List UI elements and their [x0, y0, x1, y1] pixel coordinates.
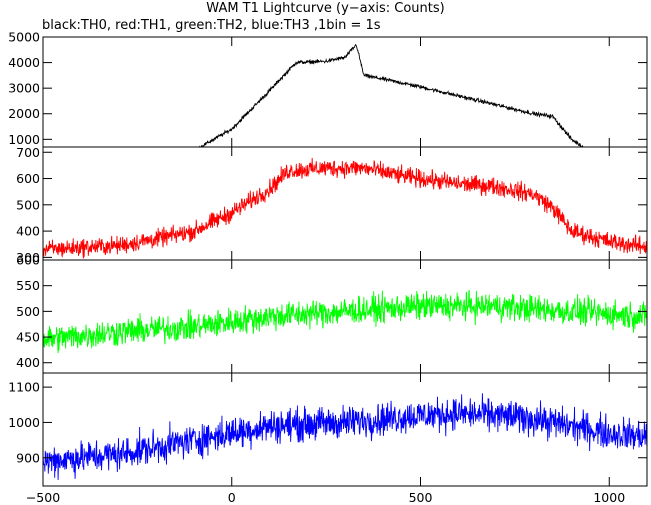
series-line-th2 — [43, 289, 647, 354]
y-tick-label: 300 — [16, 250, 40, 265]
y-tick-label: 500 — [16, 197, 40, 212]
y-tick-label: 5000 — [8, 30, 40, 45]
y-tick-label: 700 — [16, 145, 40, 160]
y-tick-label: 600 — [16, 253, 40, 268]
x-tick-label: 500 — [409, 490, 433, 505]
y-tick-label: 400 — [16, 355, 40, 370]
panel-frame-th3 — [42, 372, 648, 487]
panel-frame-th0 — [42, 36, 648, 148]
y-tick-label: 1000 — [8, 415, 40, 430]
y-tick-label: 550 — [16, 278, 40, 293]
x-tick-label: 0 — [228, 490, 236, 505]
panel-frame-th2 — [42, 259, 648, 374]
x-tick-label: −500 — [26, 490, 60, 505]
y-tick-label: 500 — [16, 304, 40, 319]
series-line-th1 — [43, 157, 647, 259]
series-line-th0 — [196, 43, 584, 147]
chart-title: WAM T1 Lightcurve (y−axis: Counts) — [206, 1, 445, 16]
y-tick-label: 400 — [16, 224, 40, 239]
y-tick-label: 1000 — [8, 132, 40, 147]
y-tick-label: 1100 — [8, 380, 40, 395]
y-tick-label: 3000 — [8, 81, 40, 96]
y-tick-label: 450 — [16, 330, 40, 345]
y-tick-label: 900 — [16, 450, 40, 465]
y-tick-label: 2000 — [8, 106, 40, 121]
x-tick-label: 1000 — [593, 490, 625, 505]
series-line-th3 — [43, 393, 647, 480]
y-tick-label: 4000 — [8, 55, 40, 70]
chart-subtitle: black:TH0, red:TH1, green:TH2, blue:TH3 … — [42, 18, 381, 33]
y-tick-label: 600 — [16, 171, 40, 186]
